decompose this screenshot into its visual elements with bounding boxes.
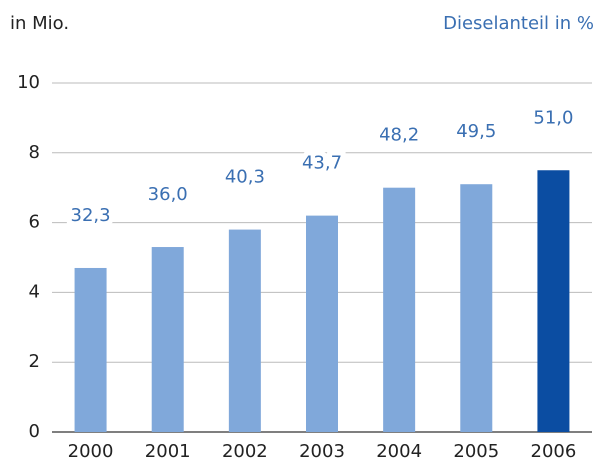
y-tick-label: 4 bbox=[29, 281, 40, 302]
diesel-value-label: 49,5 bbox=[456, 121, 496, 142]
y-axis-label: in Mio. bbox=[10, 13, 69, 34]
diesel-label: Dieselanteil in % bbox=[443, 13, 594, 34]
bar bbox=[74, 267, 107, 432]
bar bbox=[537, 170, 570, 432]
diesel-value-label: 51,0 bbox=[533, 107, 573, 128]
x-tick-label: 2001 bbox=[145, 441, 191, 461]
diesel-value-label: 48,2 bbox=[379, 125, 419, 146]
diesel-value-label: 43,7 bbox=[302, 153, 342, 174]
bar bbox=[151, 247, 184, 432]
bar bbox=[306, 215, 338, 432]
y-tick-label: 10 bbox=[17, 72, 40, 93]
x-tick-label: 2004 bbox=[376, 441, 422, 461]
bar bbox=[383, 187, 416, 432]
y-tick-label: 6 bbox=[29, 212, 40, 233]
x-tick-label: 2006 bbox=[531, 441, 577, 461]
x-tick-label: 2000 bbox=[68, 441, 114, 461]
bar bbox=[460, 184, 493, 432]
x-tick-label: 2003 bbox=[299, 441, 345, 461]
diesel-value-label: 36,0 bbox=[148, 184, 188, 205]
x-tick-label: 2002 bbox=[222, 441, 268, 461]
diesel-value-label: 32,3 bbox=[71, 205, 111, 226]
diesel-value-label: 40,3 bbox=[225, 167, 265, 188]
bar bbox=[228, 229, 261, 432]
y-tick-label: 8 bbox=[29, 142, 40, 163]
y-tick-label: 0 bbox=[29, 421, 40, 442]
x-tick-label: 2005 bbox=[453, 441, 499, 461]
y-tick-label: 2 bbox=[29, 351, 40, 372]
